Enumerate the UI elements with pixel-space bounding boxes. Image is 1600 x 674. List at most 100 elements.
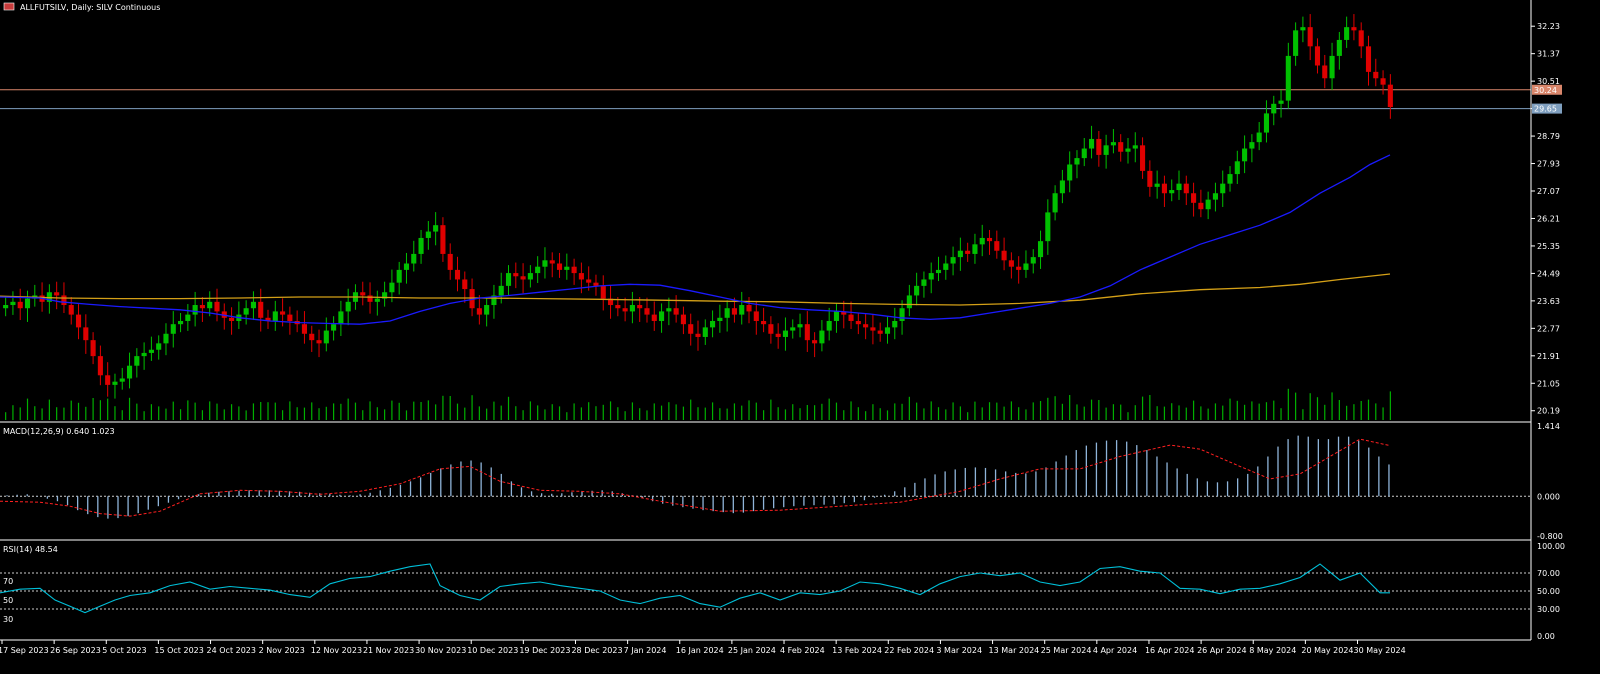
volume-bar — [690, 399, 692, 420]
candle-body — [1358, 30, 1364, 47]
volume-bar — [449, 396, 451, 420]
candle-body — [105, 375, 111, 385]
candle-body — [906, 295, 912, 309]
volume-bar — [442, 395, 444, 420]
price-panel[interactable] — [0, 14, 1531, 399]
volume-bar — [325, 406, 327, 420]
rsi-tick-label: 50.00 — [1537, 587, 1560, 596]
candle-body — [301, 324, 308, 334]
volume-bar — [340, 403, 342, 420]
volume-bar — [333, 403, 335, 420]
rsi-tick-label: 30.00 — [1537, 605, 1560, 614]
candle-body — [1052, 193, 1058, 213]
volume-bars — [5, 388, 1391, 420]
candle-body — [280, 311, 286, 315]
candle-body — [1234, 161, 1240, 175]
volume-bar — [478, 406, 480, 420]
candle-body — [950, 257, 956, 264]
candle-body — [440, 225, 446, 254]
volume-bar — [828, 398, 830, 420]
price-axis[interactable]: 32.23 31.37 30.51 29.65 28.79 27.93 27.07 26.21… — [0, 0, 1565, 641]
volume-bar — [121, 410, 123, 420]
price-marker — [1532, 103, 1562, 114]
volume-bar — [405, 410, 408, 420]
volume-bar — [733, 403, 736, 420]
volume-bar — [653, 403, 655, 420]
volume-bar — [624, 411, 626, 420]
volume-bar — [1295, 392, 1297, 420]
candle-body — [848, 314, 854, 321]
volume-bar — [1090, 399, 1093, 420]
candle-body — [199, 305, 205, 309]
volume-bar — [435, 404, 437, 420]
candle-body — [309, 333, 315, 341]
candle-body — [1322, 65, 1328, 79]
candle-body — [1380, 78, 1386, 85]
candle-body — [505, 273, 512, 286]
time-tick-label: 20 May 2024 — [1301, 646, 1353, 655]
volume-bar — [930, 401, 932, 420]
price-tick-label: 21.91 — [1537, 352, 1560, 361]
volume-bar — [1243, 404, 1246, 420]
rsi-tick-label: 0.00 — [1537, 632, 1555, 641]
macd-panel[interactable] — [0, 435, 1531, 519]
volume-bar — [1010, 401, 1012, 420]
macd-tick-label: 0.000 — [1537, 492, 1560, 501]
candle-body — [396, 269, 402, 283]
volume-bar — [281, 410, 284, 420]
volume-bar — [1032, 402, 1034, 420]
volume-bar — [770, 399, 772, 420]
volume-bar — [158, 406, 160, 420]
volume-bar — [937, 407, 940, 420]
rsi-tick-label: 70.00 — [1537, 569, 1560, 578]
candle-body — [1008, 260, 1014, 267]
candle-body — [1103, 145, 1109, 155]
volume-bar — [471, 395, 473, 420]
macd-tick-label: -0.800 — [1537, 532, 1563, 541]
volume-bar — [77, 402, 80, 420]
candle-body — [462, 279, 468, 290]
volume-bar — [216, 403, 218, 420]
price-marker-label: 29.65 — [1534, 105, 1557, 114]
candle-body — [775, 333, 781, 337]
candle-body — [1278, 100, 1284, 104]
volume-bar — [967, 412, 969, 420]
candle-body — [768, 324, 774, 334]
candle-body — [97, 356, 103, 376]
volume-bar — [201, 410, 204, 420]
candle-body — [746, 305, 752, 312]
time-tick-label: 12 Nov 2023 — [311, 646, 362, 655]
volume-bar — [41, 408, 43, 420]
volume-bar — [558, 406, 561, 420]
candle-body — [1045, 212, 1051, 242]
volume-bar — [26, 398, 29, 420]
time-axis[interactable]: 17 Sep 2023 26 Sep 2023 5 Oct 2023 15 Oct 2… — [0, 640, 1406, 655]
candle-body — [1314, 46, 1321, 66]
candle-body — [148, 349, 154, 353]
volume-bar — [493, 401, 495, 420]
volume-bar — [799, 408, 801, 420]
volume-bar — [1367, 399, 1370, 420]
price-tick-label: 28.79 — [1537, 132, 1560, 141]
volume-bar — [1309, 393, 1311, 420]
volume-bar — [777, 407, 779, 420]
volume-bar — [952, 402, 954, 420]
volume-bar — [5, 412, 7, 420]
volume-bar — [1178, 405, 1180, 420]
time-tick-label: 8 May 2024 — [1249, 646, 1296, 655]
candle-body — [54, 292, 60, 296]
candle-body — [1154, 183, 1160, 187]
candle-body — [316, 340, 322, 344]
candle-body — [403, 263, 410, 270]
volume-bar — [814, 405, 816, 420]
candle-body — [10, 301, 16, 306]
volume-bar — [464, 407, 466, 420]
volume-bar — [865, 411, 867, 420]
rsi-panel[interactable] — [0, 563, 1531, 614]
candle-body — [1132, 145, 1138, 149]
volume-bar — [843, 410, 845, 420]
time-tick-label: 26 Sep 2023 — [50, 646, 101, 655]
volume-bar — [617, 407, 619, 420]
candle-body — [1096, 138, 1102, 155]
